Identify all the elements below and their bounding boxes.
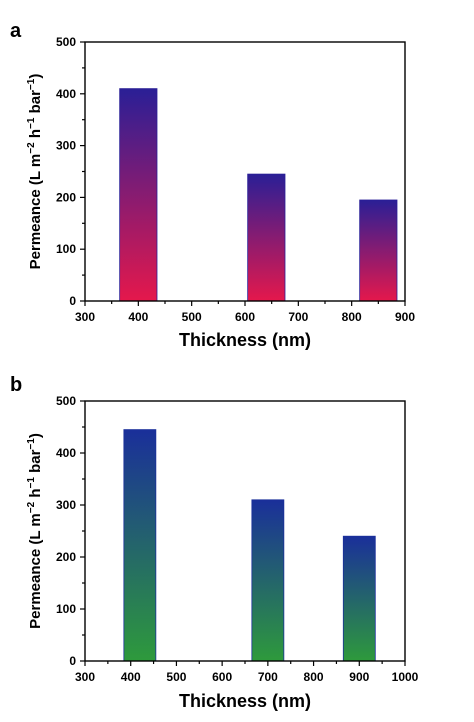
x-tick-label: 400: [128, 310, 148, 324]
y-tick-label: 100: [56, 602, 76, 616]
panel-label: b: [10, 374, 22, 396]
y-tick-label: 300: [56, 139, 76, 153]
x-axis-title: Thickness (nm): [179, 330, 311, 350]
bar-a-2: [247, 173, 286, 302]
y-tick-label: 0: [69, 654, 76, 668]
bar-b-2: [251, 499, 285, 662]
y-tick-label: 200: [56, 190, 76, 204]
x-tick-label: 700: [288, 310, 308, 324]
x-tick-label: 500: [166, 670, 186, 684]
x-tick-label: 1000: [392, 670, 419, 684]
chart-panel-b: 300 400 500 600 700 800 900 1000 0 100 200 300 400 50…: [10, 374, 419, 711]
x-tick-label: 700: [258, 670, 278, 684]
bar-a-3: [359, 199, 398, 302]
y-tick-label: 100: [56, 242, 76, 256]
x-tick-label: 800: [342, 310, 362, 324]
y-tick-label: 200: [56, 550, 76, 564]
x-tick-label: 600: [212, 670, 232, 684]
x-tick-label: 800: [304, 670, 324, 684]
x-tick-label: 400: [121, 670, 141, 684]
y-tick-label: 500: [56, 35, 76, 49]
x-tick-label: 600: [235, 310, 255, 324]
y-tick-label: 0: [69, 294, 76, 308]
bar-b-3: [342, 535, 376, 662]
y-tick-label: 400: [56, 446, 76, 460]
bar-a-1: [119, 88, 158, 302]
chart-panel-a: 300 400 500 600 700 800 900 0 100 200 300 400 500 a Th…: [10, 20, 415, 350]
x-tick-label: 300: [75, 670, 95, 684]
y-tick-label: 300: [56, 498, 76, 512]
x-tick-label: 500: [182, 310, 202, 324]
bar-b-1: [123, 429, 157, 662]
y-axis-title: Permeance (L m−2 h−1 bar−1): [26, 74, 44, 270]
x-tick-label: 900: [395, 310, 415, 324]
x-axis-title: Thickness (nm): [179, 691, 311, 711]
x-tick-label: 300: [75, 310, 95, 324]
x-tick-label: 900: [349, 670, 369, 684]
y-tick-label: 400: [56, 87, 76, 101]
panel-label: a: [10, 20, 22, 42]
y-axis-title: Permeance (L m−2 h−1 bar−1): [26, 433, 44, 629]
y-tick-label: 500: [56, 394, 76, 408]
